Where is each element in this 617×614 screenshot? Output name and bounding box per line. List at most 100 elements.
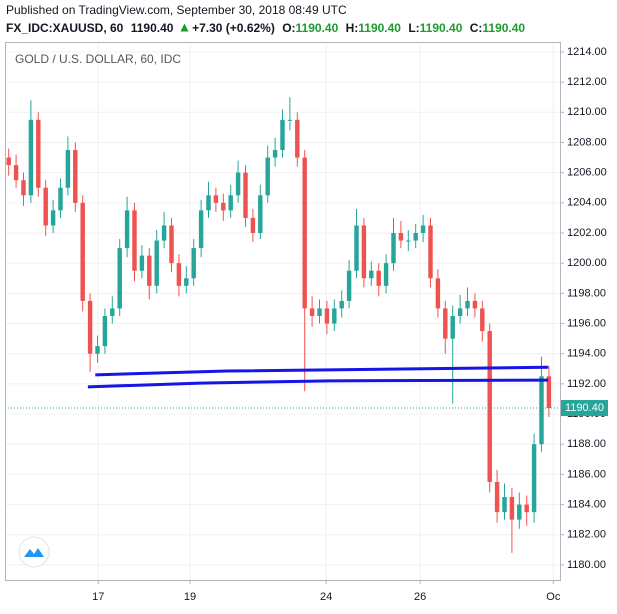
trend-line — [87, 378, 549, 389]
candle-body — [354, 225, 359, 271]
chart: GOLD / U.S. DOLLAR, 60, IDC 1180.00 1182.… — [5, 42, 608, 603]
plot-frame — [5, 42, 561, 581]
y-tick-label: 1186.00 — [567, 468, 606, 480]
y-tick-label: 1214.00 — [567, 46, 607, 58]
candle-body — [531, 444, 537, 513]
candle-body — [176, 263, 182, 286]
x-tick-label: 24 — [320, 591, 332, 603]
header: Published on TradingView.com, September … — [0, 0, 617, 40]
candle-body — [43, 187, 48, 226]
candle-body — [502, 497, 507, 513]
candle-body — [376, 270, 381, 286]
candle-body — [235, 172, 241, 196]
y-tick-label: 1196.00 — [567, 317, 606, 329]
published-note: Published on TradingView.com, September … — [6, 3, 347, 17]
h-label: H: — [345, 21, 359, 35]
x-tick-label: 19 — [184, 591, 196, 603]
candle-body — [147, 255, 152, 286]
price: 1190.40 — [130, 21, 174, 35]
candle-body — [13, 165, 19, 181]
candle-body — [539, 376, 544, 445]
y-tick-label: 1194.00 — [567, 348, 606, 360]
candle-body — [95, 346, 100, 354]
last-price-box — [561, 400, 608, 417]
candle-body — [309, 308, 315, 316]
x-tick-label: 17 — [92, 591, 104, 603]
candle-body — [243, 172, 248, 218]
candle-body — [21, 180, 26, 196]
candle-body — [361, 225, 367, 279]
candle-body — [517, 504, 522, 520]
candle-body — [132, 210, 137, 271]
candle-body — [295, 119, 300, 158]
symbol: FX_IDC:XAUUSD, 60 — [6, 21, 124, 35]
candle-body — [50, 210, 56, 226]
candle-body — [250, 217, 256, 234]
x-tick-label: 26 — [414, 591, 426, 603]
candle-body — [139, 255, 145, 271]
candle-body — [102, 315, 108, 347]
candle-body — [154, 240, 159, 286]
candle-body — [110, 308, 115, 316]
candle-body — [435, 278, 441, 309]
candle-body — [339, 300, 344, 309]
candle-body — [280, 119, 285, 151]
candle-body — [265, 157, 270, 196]
candle-body — [6, 157, 11, 166]
y-tick-label: 1202.00 — [567, 227, 607, 239]
candle-body — [184, 278, 189, 286]
candle-body — [272, 150, 278, 158]
candle-body — [73, 150, 78, 203]
y-tick-label: 1184.00 — [567, 498, 606, 510]
candle-body — [169, 225, 174, 264]
o-value: 1190.40 — [295, 21, 339, 35]
candle-body — [317, 308, 322, 316]
candle-body — [36, 119, 41, 188]
candle-body — [161, 225, 167, 241]
y-tick-label: 1206.00 — [567, 167, 607, 179]
y-tick-label: 1198.00 — [567, 287, 606, 299]
y-tick-label: 1180.00 — [567, 559, 606, 571]
candle-body — [420, 225, 426, 234]
last-price-label: 1190.40 — [565, 402, 604, 414]
plot — [5, 97, 560, 553]
l-label: L: — [408, 21, 420, 35]
candle-body — [324, 308, 330, 324]
candle-body — [487, 331, 492, 482]
candle-body — [509, 497, 515, 520]
candle-body — [302, 157, 307, 309]
candle-body — [221, 202, 226, 211]
candle-body — [443, 308, 448, 339]
candle-body — [80, 202, 85, 301]
candle-body — [494, 481, 500, 513]
candle-body — [213, 195, 219, 203]
x-tick-label: Oc — [546, 591, 561, 603]
candle-body — [450, 315, 455, 339]
l-value: 1190.40 — [419, 21, 463, 35]
candle-body — [258, 195, 263, 234]
candle-body — [191, 248, 196, 279]
candle-body — [457, 308, 463, 316]
chart-title: GOLD / U.S. DOLLAR, 60, IDC — [15, 52, 181, 66]
candle-body — [65, 150, 71, 188]
candle-body — [524, 504, 529, 513]
up-arrow — [180, 23, 189, 32]
y-tick-label: 1208.00 — [567, 136, 607, 148]
candle-body — [206, 195, 211, 211]
candle-body — [58, 187, 63, 211]
y-tick-label: 1192.00 — [567, 378, 606, 390]
y-tick-label: 1188.00 — [567, 438, 606, 450]
y-tick-label: 1204.00 — [567, 197, 607, 209]
candle-body — [198, 210, 204, 249]
candle-body — [480, 308, 485, 332]
candle-body — [124, 210, 130, 249]
candle-body — [546, 376, 552, 409]
o-label: O: — [282, 21, 296, 35]
c-label: C: — [469, 21, 483, 35]
trend-line — [95, 365, 549, 377]
y-tick-label: 1182.00 — [567, 529, 606, 541]
y-tick-label: 1210.00 — [567, 106, 607, 118]
candle-body — [472, 300, 478, 309]
candle-body — [228, 195, 233, 211]
